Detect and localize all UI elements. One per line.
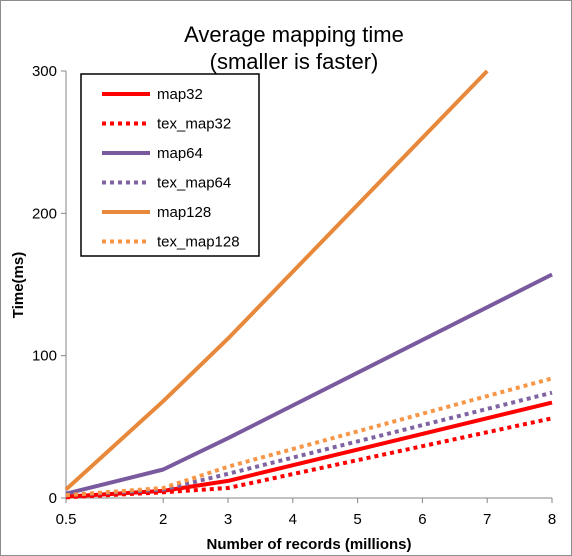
legend-label-tex_map32: tex_map32 (157, 116, 231, 133)
x-tick-label: 4 (289, 511, 297, 528)
x-tick-label: 6 (418, 511, 426, 528)
chart-title: Average mapping time (184, 22, 404, 47)
legend-label-map128: map128 (157, 204, 211, 221)
plot-area: 0.5 2 3 4 5 6 7 8 0 100 200 300 (32, 63, 556, 528)
series-line-tex_map32 (65, 416, 553, 500)
x-tick-label: 0.5 (56, 511, 77, 528)
series-line-map32 (65, 400, 553, 499)
legend: map32 tex_map32 map64 tex_map64 map128 tex_ma… (80, 73, 260, 257)
x-tick-label: 3 (224, 511, 232, 528)
y-tick-label: 0 (49, 490, 57, 507)
x-axis-title: Number of records (millions) (206, 536, 411, 553)
legend-label-tex_map64: tex_map64 (157, 175, 231, 192)
legend-label-map32: map32 (157, 86, 203, 103)
x-tick-label: 7 (483, 511, 491, 528)
x-tick-label: 2 (159, 511, 167, 528)
chart-subtitle: (smaller is faster) (210, 49, 379, 74)
series-line-tex_map128 (65, 376, 553, 498)
legend-box (80, 73, 260, 257)
x-tick-label: 8 (548, 511, 556, 528)
y-tick-label: 100 (32, 348, 57, 365)
legend-label-map64: map64 (157, 145, 203, 162)
y-tick-label: 300 (32, 63, 57, 80)
legend-label-tex_map128: tex_map128 (157, 234, 240, 251)
x-tick-label: 5 (353, 511, 361, 528)
y-tick-label: 200 (32, 205, 57, 222)
y-axis-title: Time(ms) (10, 252, 27, 318)
series-line-map128 (64, 69, 489, 491)
series-line-map64 (65, 272, 553, 496)
